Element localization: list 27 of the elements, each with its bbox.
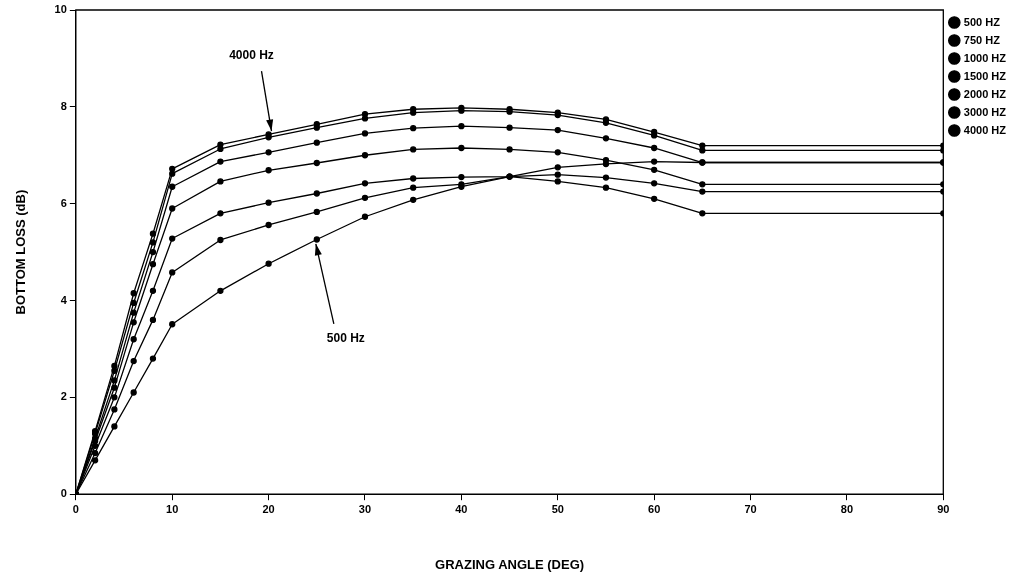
x-tick-label: 60 [648, 502, 661, 515]
legend-label: 1000 HZ [963, 51, 1007, 64]
legend-label: 3000 HZ [963, 105, 1007, 118]
x-tick-label: 20 [262, 502, 275, 515]
y-tick-label: 2 [60, 390, 67, 403]
x-tick-label: 30 [358, 502, 372, 515]
x-tick-label: 80 [840, 502, 854, 515]
x-tick-label: 0 [72, 502, 79, 515]
x-tick-label: 50 [551, 502, 564, 515]
legend-label: 2000 HZ [963, 87, 1007, 100]
legend-label: 500 HZ [963, 15, 1001, 28]
y-tick-label: 8 [60, 99, 67, 112]
legend-label: 1500 HZ [963, 69, 1007, 82]
y-tick-label: 10 [54, 3, 67, 16]
x-tick-label: 40 [455, 502, 468, 515]
x-tick-label: 70 [744, 502, 757, 515]
annotation: 500 Hz [326, 331, 365, 346]
legend-label: 750 HZ [963, 33, 1001, 46]
annotation: 4000 Hz [229, 48, 274, 63]
legend-label: 4000 HZ [963, 123, 1007, 136]
y-tick-label: 4 [60, 293, 68, 306]
x-tick-label: 90 [937, 502, 950, 515]
y-tick-label: 6 [60, 196, 67, 209]
x-tick-label: 10 [166, 502, 179, 515]
x-axis-title: GRAZING ANGLE (DEG) [435, 556, 585, 572]
y-axis-title: BOTTOM LOSS (dB) [13, 189, 29, 315]
y-tick-label: 0 [60, 487, 67, 500]
